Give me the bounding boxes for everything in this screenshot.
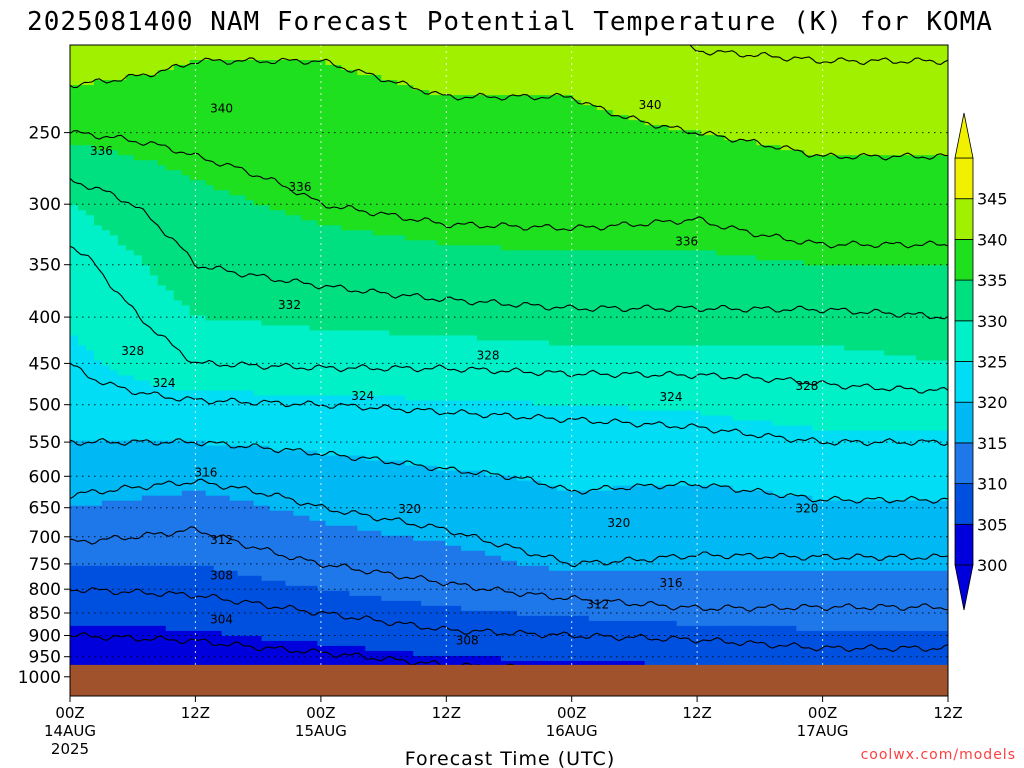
x-tick-date: 17AUG <box>797 722 849 740</box>
contour-label: 328 <box>477 348 500 362</box>
y-tick-label: 900 <box>29 627 61 647</box>
contour-label: 304 <box>210 613 233 627</box>
contour-label: 316 <box>194 465 217 479</box>
contour-label: 340 <box>210 101 233 115</box>
colorbar-label: 325 <box>977 353 1008 372</box>
x-tick-label: 00Z <box>55 704 84 722</box>
contour-label: 332 <box>278 298 301 312</box>
contour-label: 340 <box>639 98 662 112</box>
colorbar-extend-min <box>954 564 974 611</box>
contour-344 <box>689 45 948 66</box>
plot-frame <box>69 44 949 697</box>
y-tick-label: 650 <box>29 499 61 519</box>
contour-320 <box>70 438 948 504</box>
colorbar-swatch <box>954 483 974 525</box>
contour-label: 308 <box>456 634 479 648</box>
colorbar-label: 305 <box>977 515 1008 534</box>
ground-surface <box>70 664 948 696</box>
chart-title: 2025081400 NAM Forecast Potential Temper… <box>27 7 993 37</box>
contour-label: 308 <box>210 568 233 582</box>
colorbar-swatch <box>954 523 974 566</box>
colorbar-extend-max <box>954 112 974 159</box>
contour-label: 336 <box>289 180 312 194</box>
x-tick-date: 16AUG <box>546 722 598 740</box>
colorbar-label: 320 <box>977 393 1008 412</box>
x-tick-label: 12Z <box>933 704 962 722</box>
x-tick-label: 12Z <box>432 704 461 722</box>
y-tick-label: 350 <box>29 256 61 276</box>
colorbar-label: 345 <box>977 190 1008 209</box>
y-tick-label: 850 <box>29 604 61 624</box>
contour-324 <box>70 362 948 447</box>
contour-labels: 340 340 336 336 336 332 328 328 328 324 324 324 316 3… <box>90 98 818 648</box>
x-tick-label: 12Z <box>682 704 711 722</box>
y-tick-label: 700 <box>29 528 61 548</box>
x-tick-label: 00Z <box>808 704 837 722</box>
y-tick-label: 1000 <box>18 668 61 688</box>
contour-332 <box>70 178 948 320</box>
x-tick-label: 00Z <box>557 704 586 722</box>
contour-label: 328 <box>795 379 818 393</box>
contour-label: 324 <box>660 390 683 404</box>
x-tick-year: 2025 <box>51 740 89 758</box>
y-tick-label: 600 <box>29 467 61 487</box>
contour-label: 312 <box>586 598 609 612</box>
watermark: coolwx.com/models <box>861 747 1016 763</box>
colorbar-swatch <box>954 157 974 200</box>
colorbar-swatch <box>954 320 974 362</box>
y-tick-label: 800 <box>29 580 61 600</box>
contour-316 <box>70 478 948 568</box>
x-tick-date: 14AUG <box>44 722 96 740</box>
contour-label: 320 <box>795 501 818 515</box>
contour-328 <box>70 245 948 394</box>
contour-340 <box>70 57 948 161</box>
y-tick-label: 950 <box>29 648 61 668</box>
contour-312 <box>70 526 948 612</box>
contour-label: 336 <box>90 144 113 158</box>
x-tick-date: 15AUG <box>295 722 347 740</box>
colorbar-label: 330 <box>977 312 1008 331</box>
y-tick-label: 300 <box>29 195 61 215</box>
colorbar: 300 305 310 315 320 325 330 335 340 345 <box>954 112 1008 611</box>
contour-label: 312 <box>210 533 233 547</box>
y-tick-label: 500 <box>29 396 61 416</box>
colorbar-label: 315 <box>977 434 1008 453</box>
y-tick-label: 550 <box>29 433 61 453</box>
y-axis: 250 300 350 400 450 500 550 600 650 700 750 800 850 9… <box>18 124 70 688</box>
colorbar-swatch <box>954 442 974 484</box>
y-tick-label: 400 <box>29 308 61 328</box>
contour-label: 324 <box>351 389 374 403</box>
x-axis-label: Forecast Time (UTC) <box>405 748 615 768</box>
y-tick-label: 750 <box>29 555 61 575</box>
colorbar-swatch <box>954 401 974 444</box>
contour-label: 328 <box>121 344 144 358</box>
contour-label: 316 <box>660 576 683 590</box>
contour-label: 320 <box>398 502 421 516</box>
contour-336 <box>70 130 948 249</box>
colorbar-swatch <box>954 279 974 322</box>
x-tick-label: 00Z <box>306 704 335 722</box>
colorbar-label: 335 <box>977 271 1008 290</box>
y-tick-label: 450 <box>29 354 61 374</box>
colorbar-label: 310 <box>977 475 1008 494</box>
colorbar-swatch <box>954 198 974 240</box>
contour-label: 320 <box>607 516 630 530</box>
x-tick-label: 12Z <box>181 704 210 722</box>
contour-label: 336 <box>675 235 698 249</box>
colorbar-label: 340 <box>977 230 1008 249</box>
colorbar-label: 300 <box>977 556 1008 575</box>
colorbar-swatch <box>954 238 974 281</box>
colorbar-swatch <box>954 361 974 403</box>
y-tick-label: 250 <box>29 124 61 144</box>
contour-label: 324 <box>153 376 176 390</box>
